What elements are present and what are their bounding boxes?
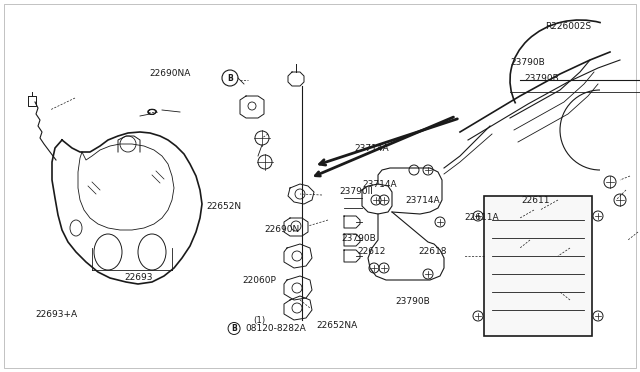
Text: B: B — [227, 74, 233, 83]
Text: 23790B: 23790B — [510, 58, 545, 67]
Text: 08120-8282A: 08120-8282A — [246, 324, 307, 333]
Text: 23790B: 23790B — [341, 234, 376, 243]
Text: 22693+A: 22693+A — [35, 310, 77, 319]
Text: B: B — [231, 324, 237, 333]
Text: R226002S: R226002S — [545, 22, 591, 31]
Text: (1): (1) — [253, 316, 265, 325]
Text: 22611: 22611 — [522, 196, 550, 205]
Text: 22690N: 22690N — [264, 225, 300, 234]
Text: 23790B: 23790B — [395, 297, 429, 306]
Text: 22612: 22612 — [357, 247, 385, 256]
Text: 22060P: 22060P — [242, 276, 276, 285]
Text: 22690NA: 22690NA — [149, 69, 191, 78]
FancyBboxPatch shape — [484, 196, 592, 336]
Text: 22652N: 22652N — [206, 202, 241, 211]
Text: 23714A: 23714A — [405, 196, 440, 205]
Text: 22611A: 22611A — [465, 213, 499, 222]
Text: 22693: 22693 — [125, 273, 154, 282]
Text: 22618: 22618 — [419, 247, 447, 256]
Text: 23790II: 23790II — [339, 187, 373, 196]
Text: 22652NA: 22652NA — [316, 321, 357, 330]
Text: 23714A: 23714A — [355, 144, 389, 153]
Text: 23714A: 23714A — [362, 180, 397, 189]
Text: 23790B: 23790B — [525, 74, 559, 83]
